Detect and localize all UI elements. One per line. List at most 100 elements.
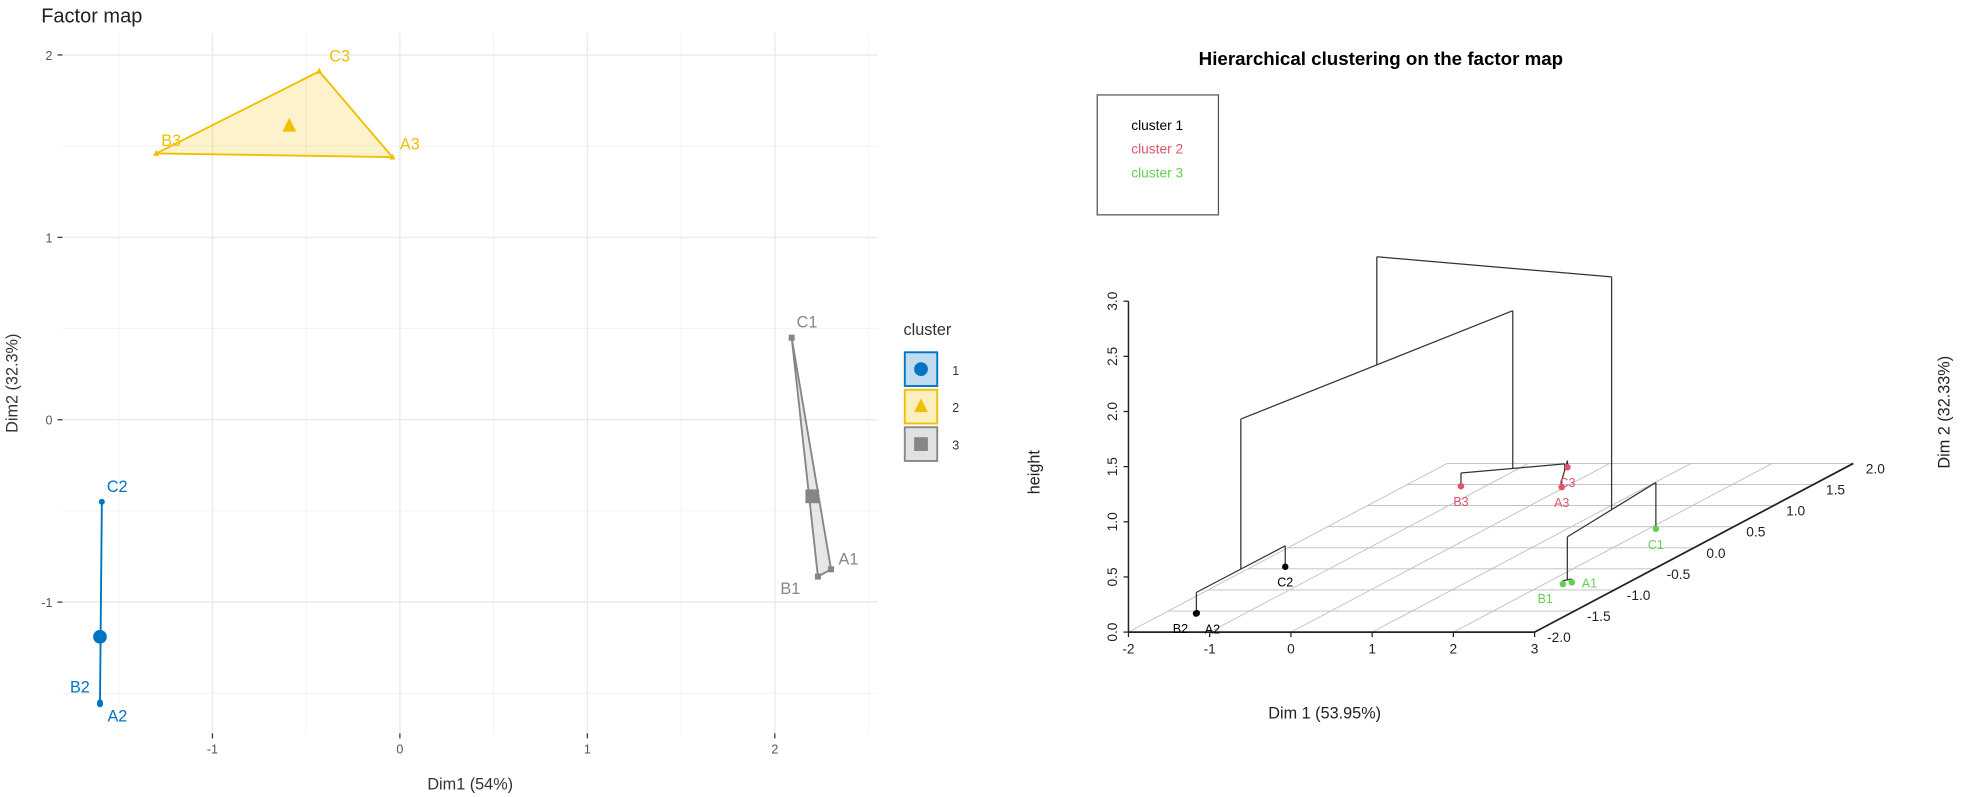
- data-point: [1559, 580, 1567, 588]
- x-tick-label: 1: [584, 742, 591, 756]
- y-tick-label: 2: [46, 49, 53, 63]
- point-label: B2: [70, 678, 90, 696]
- factor-map-panel: Factor map -1 0 1 2 -1 0 1 2 Dim1 (54%) Dim2 (32.3…: [3, 5, 959, 793]
- y-axis-label: Dim2 (32.3%): [3, 334, 21, 433]
- legend-symbol: [914, 362, 928, 377]
- legend-symbol: [914, 437, 928, 451]
- y-tick-label: -1.5: [1587, 609, 1611, 624]
- data-point: [389, 153, 396, 160]
- point-label: B1: [1538, 592, 1553, 606]
- x-axis-label: Dim1 (54%): [427, 776, 513, 794]
- x-tick-label: 2: [1450, 641, 1458, 656]
- legend-title: cluster: [904, 321, 952, 339]
- point-label: B2: [1173, 622, 1188, 636]
- dendrogram-bar: [1196, 545, 1286, 593]
- data-point: [316, 67, 323, 74]
- x-tick-label: 2: [771, 742, 778, 756]
- cluster-centroid: [282, 117, 297, 132]
- z-tick-label: 3.0: [1105, 291, 1120, 310]
- point-label: B1: [780, 580, 800, 598]
- legend-entry: cluster 1: [1131, 118, 1183, 133]
- y-axis-label: Dim 2 (32.33%): [1936, 356, 1954, 469]
- y-tick-label: -0.5: [1667, 567, 1691, 582]
- z-tick-label: 2.5: [1105, 346, 1120, 365]
- legend-label: 2: [952, 401, 959, 415]
- x-tick-label: 3: [1531, 641, 1539, 656]
- z-tick-label: 1.0: [1105, 512, 1120, 531]
- y-tick-label: 0: [46, 414, 53, 428]
- y-axis-line: [1534, 462, 1854, 633]
- legend-symbol: [914, 398, 928, 413]
- legend: cluster 1 cluster 2 cluster 3: [1096, 94, 1220, 216]
- y-tick-label: -1.0: [1627, 588, 1651, 603]
- floor-gridline-x: [1453, 463, 1773, 633]
- point-label: B3: [1453, 495, 1468, 509]
- y-tick-label: -1: [41, 596, 52, 610]
- point-label: A3: [1554, 496, 1569, 510]
- point-label: A2: [107, 708, 127, 726]
- point-label: C2: [107, 478, 128, 496]
- cluster-1-group: C2 B2 A2: [70, 478, 128, 726]
- cluster-centroid: [805, 489, 820, 504]
- y-tick-label: 1.5: [1826, 483, 1845, 498]
- data-point: [788, 334, 795, 341]
- data-point: [98, 498, 105, 505]
- z-tick-label: 2.0: [1105, 402, 1120, 421]
- point-label: C3: [329, 47, 350, 65]
- point-label: C1: [1648, 538, 1664, 552]
- cluster-centroid: [93, 629, 107, 644]
- data-point: [1193, 609, 1201, 617]
- point-label: C1: [797, 314, 818, 332]
- cluster-hull: [155, 70, 394, 159]
- dendrogram: [1195, 256, 1657, 614]
- y-tick-label: -2.0: [1547, 630, 1571, 645]
- point-label: A2: [1205, 623, 1220, 637]
- legend-entry: cluster 2: [1131, 142, 1183, 157]
- point-label: A1: [839, 550, 859, 568]
- y-tick-label: 2.0: [1866, 461, 1885, 476]
- floor-gridline-x: [1128, 463, 1448, 633]
- x-tick-label: -1: [1204, 641, 1216, 656]
- x-tick-label: 0: [396, 742, 403, 756]
- x-tick-label: -2: [1122, 641, 1134, 656]
- x-tick-label: 1: [1368, 641, 1376, 656]
- z-tick-label: 0.5: [1105, 567, 1120, 586]
- data-point: [828, 566, 835, 573]
- point-label: C2: [1277, 576, 1293, 590]
- data-point: [1564, 464, 1571, 471]
- legend: cluster 1 2 3: [904, 321, 959, 462]
- legend-entry: cluster 3: [1131, 165, 1183, 180]
- floor-gridline-x: [1290, 463, 1610, 633]
- data-point: [814, 573, 821, 580]
- data-point: [96, 701, 103, 708]
- z-tick-label: 1.5: [1105, 457, 1120, 476]
- x-tick-label: -1: [207, 742, 218, 756]
- floor-gridline-x: [1371, 463, 1692, 633]
- data-point: [1652, 525, 1660, 533]
- y-tick-label: 0.0: [1706, 546, 1725, 561]
- data-point: [1558, 483, 1565, 491]
- dendrogram-bar: [1376, 256, 1612, 278]
- chart-title: Hierarchical clustering on the factor ma…: [1199, 48, 1563, 69]
- y-tick-label: 1: [46, 231, 53, 245]
- point-label: A3: [400, 136, 420, 154]
- cluster-hull: [99, 500, 103, 706]
- data-point: [153, 149, 160, 156]
- cluster-hull: [790, 336, 832, 578]
- data-point: [1457, 482, 1465, 490]
- z-tick-label: 0.0: [1105, 622, 1120, 641]
- point-label: B3: [161, 132, 181, 150]
- point-label: A1: [1582, 576, 1597, 590]
- hierarchical-clustering-panel: Hierarchical clustering on the factor ma…: [1026, 48, 1954, 722]
- y-tick-label: 1.0: [1786, 504, 1805, 519]
- x-tick-label: 0: [1287, 641, 1295, 656]
- legend-label: 1: [952, 364, 959, 378]
- legend-box: [1096, 94, 1220, 216]
- cluster-3-group: C1 A1 B1: [780, 314, 858, 598]
- point-label: C3: [1560, 476, 1576, 490]
- data-point: [1568, 579, 1576, 586]
- floor-gridline-x: [1209, 463, 1529, 633]
- x-axis-label: Dim 1 (53.95%): [1268, 704, 1381, 722]
- z-axis-label: height: [1026, 450, 1044, 495]
